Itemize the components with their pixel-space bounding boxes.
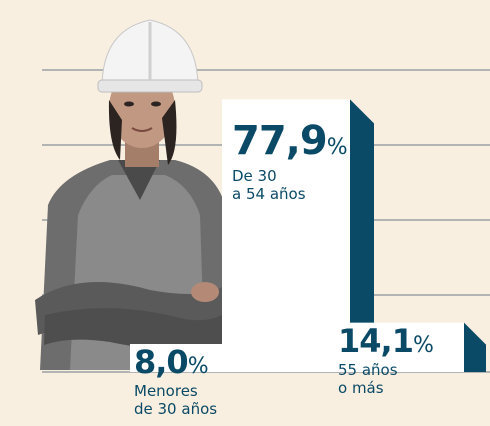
- bars: [130, 99, 486, 372]
- bar: [222, 99, 350, 372]
- category-label: Menores de 30 años: [134, 382, 218, 418]
- data-label: 77,9%: [232, 121, 348, 161]
- bar-label: 14,1% 55 años o más: [338, 325, 434, 397]
- category-label: De 30 a 54 años: [232, 167, 306, 204]
- data-label-unit: %: [412, 332, 434, 358]
- bar-side: [350, 99, 374, 372]
- data-label-value: 14,1: [338, 321, 414, 360]
- data-label-value: 77,9: [232, 118, 328, 165]
- data-label-unit: %: [326, 135, 348, 161]
- data-label-value: 8,0: [134, 343, 189, 381]
- category-label: 55 años o más: [338, 360, 398, 397]
- data-label: 14,1%: [338, 325, 434, 357]
- worker-photo: [35, 19, 232, 370]
- bar-label: 77,9% De 30 a 54 años: [232, 121, 348, 203]
- bar-side: [464, 322, 486, 372]
- data-label-unit: %: [187, 354, 209, 379]
- bar: [334, 322, 464, 372]
- bar-label: 8,0% Menores de 30 años: [134, 346, 217, 418]
- data-label: 8,0%: [134, 346, 217, 378]
